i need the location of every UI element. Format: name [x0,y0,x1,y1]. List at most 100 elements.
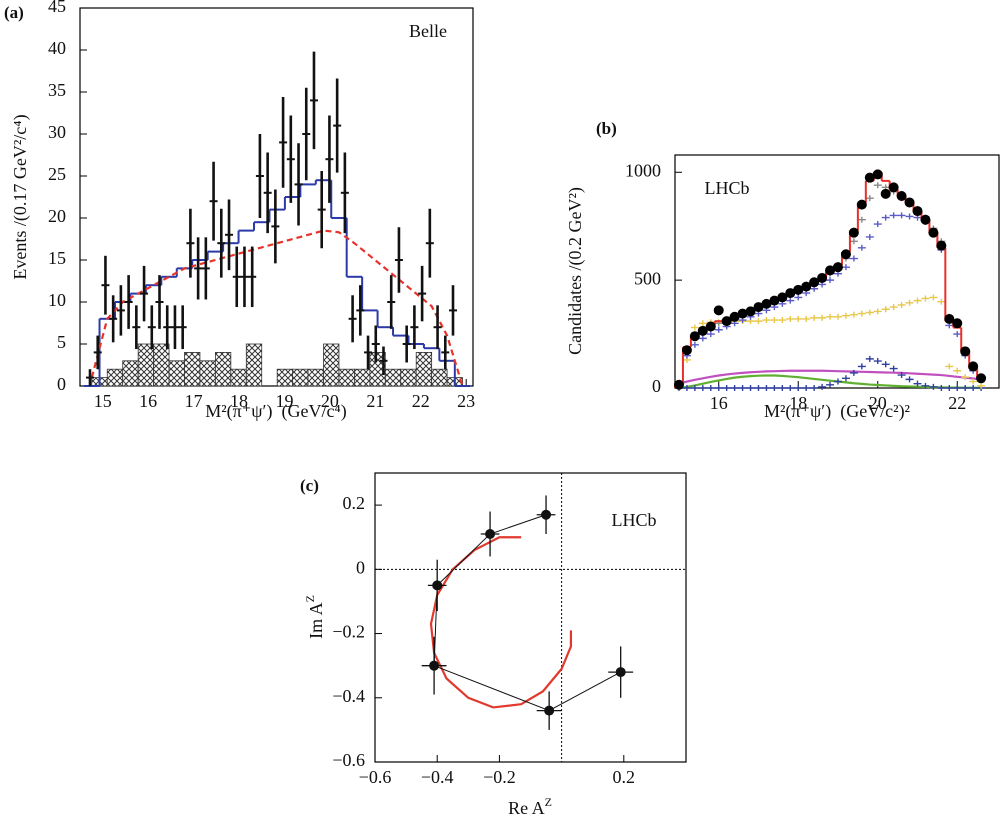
component-point [810,314,819,321]
y-tick-label: 30 [48,122,66,142]
x-tick-label: 18 [230,391,248,411]
y-tick-label: 0.2 [343,493,366,513]
component-point [802,315,811,322]
x-axis-label-sup: Z [545,795,552,809]
component-point [857,363,866,370]
x-tick-label: 22 [948,393,966,413]
component-point [810,385,819,391]
y-tick-label: 0 [57,374,66,394]
curve [433,514,621,712]
component-point [857,310,866,317]
data-point [785,288,796,299]
data-point [705,321,716,332]
x-tick-label: 17 [185,391,203,411]
component-point [706,385,715,391]
panel-label: (c) [300,476,319,495]
y-tick-label: 15 [48,248,66,268]
data-point [713,305,724,316]
data-point [864,172,875,183]
data-point [432,580,443,591]
component-point [833,313,842,320]
y-tick-label: −0.2 [332,622,365,642]
data-point [777,292,788,303]
annotation: Belle [409,21,447,41]
y-tick-label: 0 [652,376,661,396]
y-tick-label: 1000 [625,160,661,180]
component-point [833,378,842,385]
component-point [802,385,811,391]
component-point [905,213,914,220]
component-point [921,382,930,389]
x-axis-label: M²(π⁺ψ′) (GeV/c⁴) [205,401,346,422]
data-point [976,373,987,384]
component-point [722,385,731,391]
component-point [786,297,795,304]
component-point [865,355,874,362]
background-bin [153,343,170,387]
component-point [786,385,795,391]
component-point [762,317,771,324]
y-tick-label: 10 [48,290,66,310]
background-bin [400,368,417,387]
component-point [905,376,914,383]
component-point [794,294,803,301]
data-point [848,227,859,238]
background-bin [431,368,448,387]
component-point [913,297,922,304]
component-point [873,221,882,228]
curve [678,369,982,385]
component-point [865,233,874,240]
component-point [857,216,866,223]
data-point [673,379,684,390]
background-bin [184,351,201,387]
x-tick-label: 19 [275,391,293,411]
component-point [690,385,699,391]
component-point [873,358,882,365]
x-tick-label: 23 [457,391,475,411]
data-point [920,214,931,225]
data-point [856,199,867,210]
data-point [544,705,555,716]
component-point [698,385,707,391]
data-point [968,361,979,372]
data-point [825,265,836,276]
data-point [817,272,828,283]
y-tick-label: 35 [48,80,66,100]
y-tick-label: −0.6 [332,750,365,770]
x-tick-label: −0.2 [483,767,516,787]
data-point [832,262,843,273]
plot-frame [79,7,474,387]
component-point [841,375,850,382]
x-tick-label: −0.6 [359,767,392,787]
data-point [541,509,552,520]
component-point [889,304,898,311]
panel: 15 16 17 18 19 20 21 22 23 0 5 10 15 20 25 30 35 40 45 (a) B… [4,0,475,422]
background-bin [106,368,124,387]
component-point [889,212,898,219]
background-bin [276,368,294,387]
component-point [873,182,882,189]
component-point [762,385,771,391]
x-tick-label: 22 [412,391,430,411]
x-tick-label: 20 [869,393,887,413]
x-tick-label: 16 [139,391,157,411]
y-tick-label: 500 [634,268,661,288]
annotation: LHCb [612,510,657,530]
data-point [761,298,772,309]
component-point [961,385,970,391]
y-tick-label: −0.4 [332,686,365,706]
component-point [738,385,747,391]
panel-label: (a) [4,3,24,22]
curve [429,536,573,709]
data-point [793,284,804,295]
x-tick-label: 16 [710,393,728,413]
data-point [936,240,947,251]
x-axis-label: M²(π⁺ψ′) (GeV/c²)² [764,401,910,422]
component-point [953,385,962,391]
background-bin [323,343,340,387]
component-point [690,324,699,331]
component-point [818,383,827,390]
y-axis-label: Candidates /(0.2 GeV²) [565,187,586,355]
x-tick-label: 0.2 [613,767,636,787]
